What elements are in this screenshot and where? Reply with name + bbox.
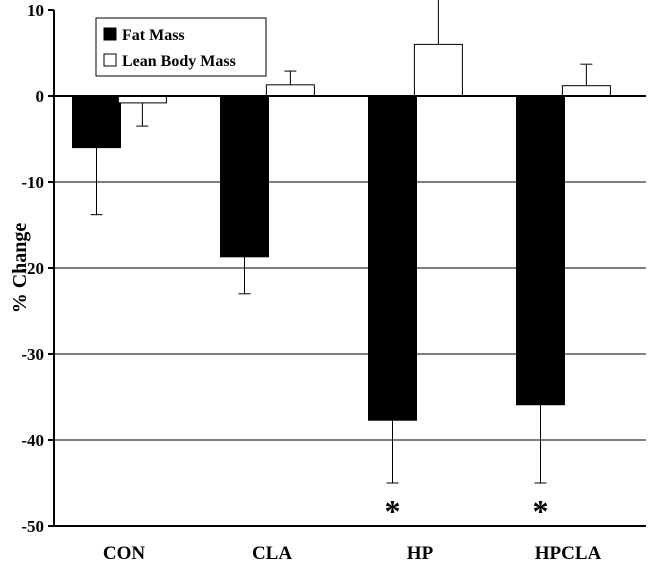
y-tick-label: 10 bbox=[27, 1, 44, 20]
bars bbox=[72, 0, 611, 484]
x-tick-label: HP bbox=[407, 543, 434, 564]
legend: Fat Mass Lean Body Mass bbox=[95, 17, 267, 77]
legend-label: Lean Body Mass bbox=[122, 53, 236, 70]
y-tick-label: 0 bbox=[36, 87, 45, 106]
bar-lean-body-mass bbox=[117, 95, 167, 104]
y-tick-label: -10 bbox=[21, 173, 44, 192]
bar-lean-body-mass bbox=[413, 43, 463, 97]
y-tick-label: -20 bbox=[21, 259, 44, 278]
legend-label: Fat Mass bbox=[122, 27, 185, 44]
significance-asterisk: * bbox=[385, 493, 401, 529]
bar-fat-mass bbox=[72, 95, 121, 149]
y-tick-label: -30 bbox=[21, 345, 44, 364]
legend-box bbox=[95, 17, 267, 77]
x-tick-label: HPCLA bbox=[535, 543, 602, 564]
axes bbox=[48, 9, 646, 527]
x-tick-label: CLA bbox=[252, 543, 292, 564]
bar-fat-mass bbox=[368, 95, 417, 421]
bar-lean-body-mass bbox=[265, 84, 315, 97]
legend-swatch bbox=[103, 53, 117, 67]
y-tick-label: -50 bbox=[21, 517, 44, 536]
y-axis-label: % Change bbox=[9, 223, 31, 314]
legend-swatch bbox=[103, 27, 117, 41]
bar-fat-mass bbox=[220, 95, 269, 258]
y-tick-label: -40 bbox=[21, 431, 44, 450]
significance-asterisk: * bbox=[533, 493, 549, 529]
bar-fat-mass bbox=[516, 95, 565, 406]
x-tick-label: CON bbox=[103, 543, 146, 564]
labels: 10 0 -10 -20 -30 -40 -50 % Change CON CLA HP HPCLA *… bbox=[9, 1, 602, 564]
bar-lean-body-mass bbox=[561, 85, 611, 97]
